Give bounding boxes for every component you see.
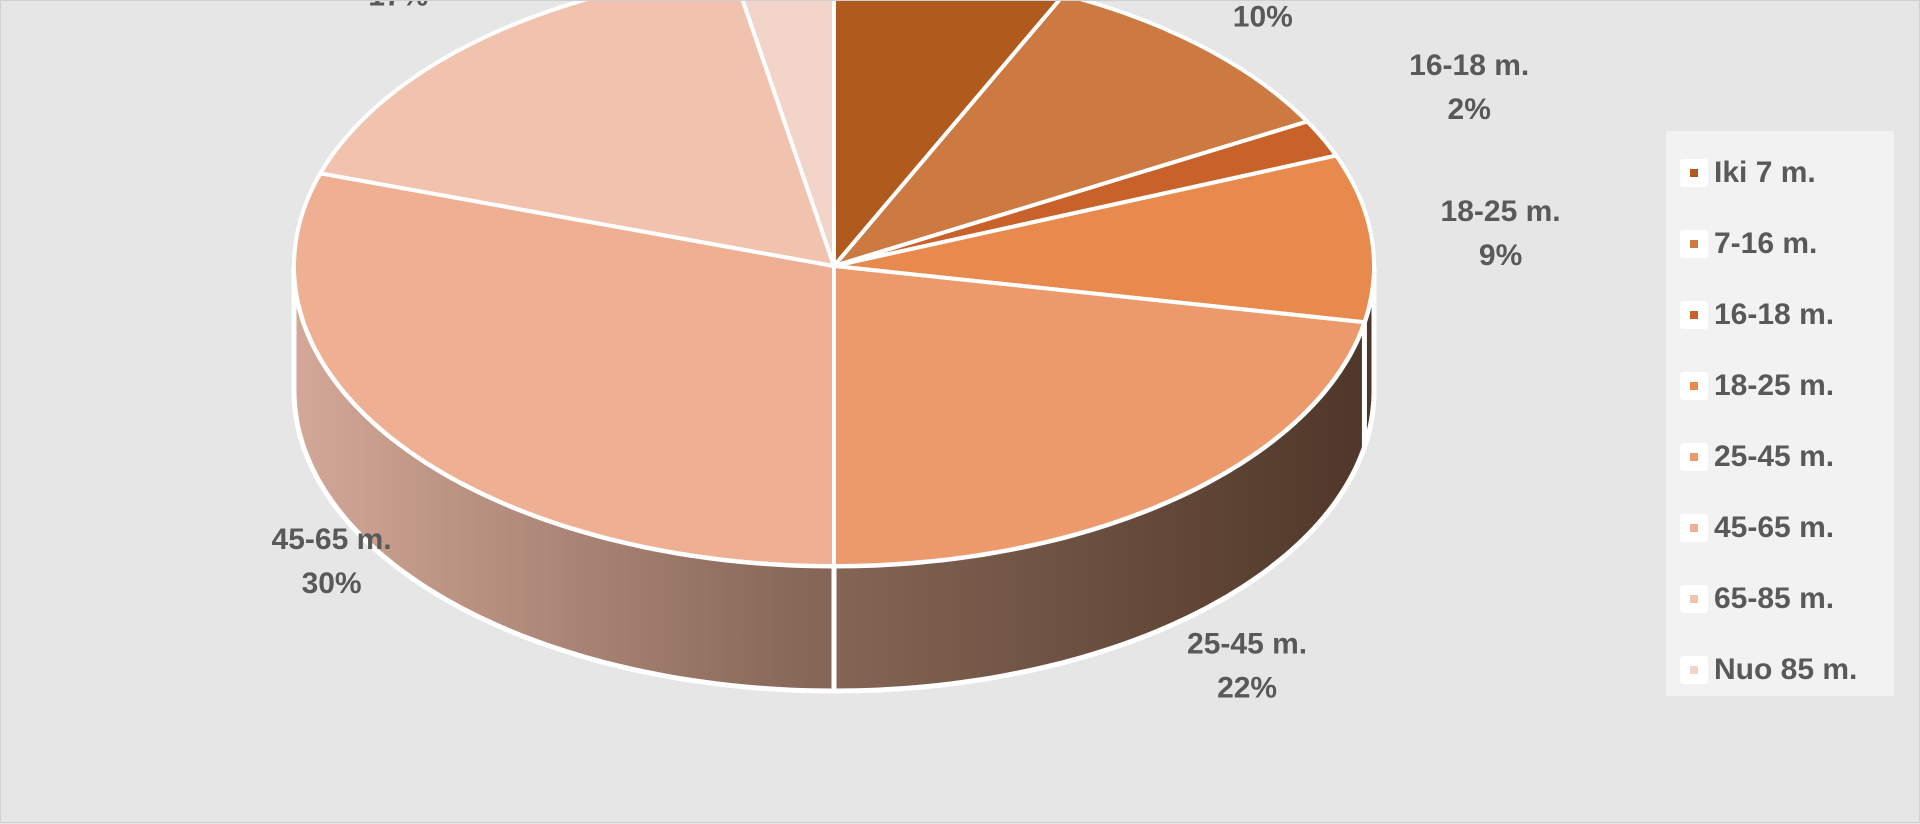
pie-slice-4 [832,264,1367,568]
legend-swatch [1690,595,1698,603]
data-label-1: 7-16 m.10% [1211,1,1314,33]
data-label-category: 16-18 m. [1409,49,1529,82]
legend-label: 7-16 m. [1714,227,1818,260]
data-label-percent: 9% [1479,239,1522,272]
legend-marker [1680,372,1708,400]
pie-slice-7 [740,1,836,268]
data-label-percent: 17% [368,1,428,13]
legend-item: Iki 7 m. [1680,153,1816,193]
legend-item: 45-65 m. [1680,508,1834,548]
legend-swatch [1690,240,1698,248]
pie-slice-5 [292,171,836,568]
legend-swatch [1690,666,1698,674]
legend-marker [1680,656,1708,684]
pie-slice-3 [832,153,1376,325]
legend-marker [1680,585,1708,613]
data-label-percent: 30% [302,567,362,600]
legend-label: 45-65 m. [1714,511,1835,544]
data-label-percent: 22% [1217,671,1277,704]
legend-item: 7-16 m. [1680,224,1817,264]
legend-label: 16-18 m. [1714,298,1835,331]
legend-label: 25-45 m. [1714,440,1835,473]
legend-item: 16-18 m. [1680,295,1834,335]
legend-marker [1680,159,1708,187]
data-label-2: 16-18 m. 2% [1409,49,1529,126]
legend-swatch [1690,453,1698,461]
legend-item: Nuo 85 m. [1680,650,1857,690]
data-label-percent: 2% [1448,93,1491,126]
legend-swatch [1690,311,1698,319]
legend-label: 65-85 m. [1714,582,1835,615]
legend-item: 18-25 m. [1680,366,1834,406]
legend-item: 25-45 m. [1680,437,1834,477]
legend-label: Iki 7 m. [1714,156,1816,189]
chart-legend: Iki 7 m. 7-16 m. 16-18 m. 18-25 m. 25-45 m. 4… [1666,131,1894,696]
pie-slice-6 [318,1,836,268]
pie-slice-2 [832,119,1339,268]
legend-swatch [1690,169,1698,177]
legend-swatch [1690,382,1698,390]
data-label-category: 25-45 m. [1187,627,1307,660]
legend-swatch [1690,524,1698,532]
data-label-category: 45-65 m. [272,523,392,556]
data-label-3: 18-25 m. 9% [1441,195,1561,272]
data-label-percent: 10% [1233,1,1293,33]
legend-label: 18-25 m. [1714,369,1835,402]
legend-label: Nuo 85 m. [1714,653,1858,686]
data-label-5: 45-65 m. 30% [272,523,392,600]
pie-slice-1 [832,1,1310,268]
data-label-4: 25-45 m. 22% [1187,627,1307,704]
legend-marker [1680,301,1708,329]
data-label-category: 18-25 m. [1441,195,1561,228]
legend-item: 65-85 m. [1680,579,1834,619]
legend-marker [1680,443,1708,471]
data-label-6: 65-85 m.17% [338,1,458,13]
legend-marker [1680,514,1708,542]
legend-marker [1680,230,1708,258]
